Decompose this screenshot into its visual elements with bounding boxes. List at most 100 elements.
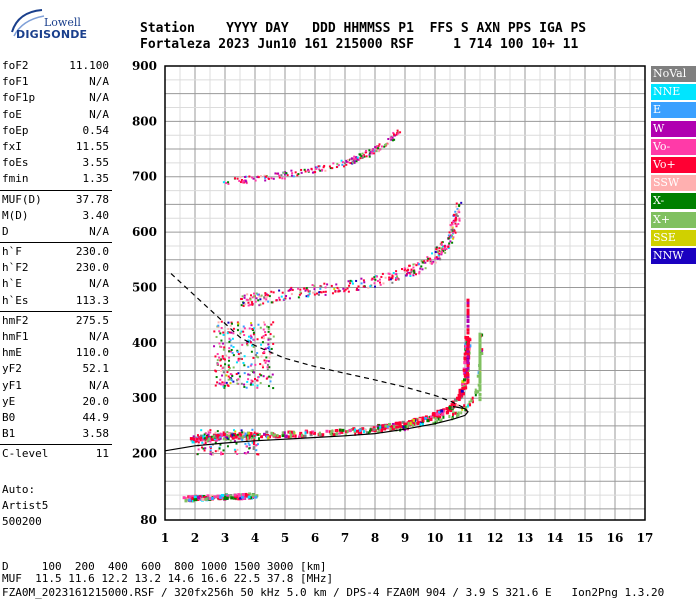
echo-sporadic-e <box>254 495 258 499</box>
echo-spread-f <box>239 357 242 360</box>
echo-third-hop <box>278 174 281 177</box>
echo-third-hop <box>390 138 393 141</box>
echo-spread-f <box>258 373 261 376</box>
echo-second-hop <box>330 284 333 287</box>
echo-extraordinary <box>436 419 439 423</box>
echo-ordinary <box>457 398 461 402</box>
echo-ordinary <box>284 435 288 439</box>
parameter-label: fxI <box>2 139 22 153</box>
echo-spread-f <box>237 357 240 360</box>
echo-sporadic-e <box>239 496 243 500</box>
echo-spread-f <box>220 339 223 342</box>
echo-third-hop <box>282 171 285 174</box>
muf-row: MUF 11.5 11.6 12.2 13.2 14.6 16.6 22.5 3… <box>2 572 334 585</box>
parameter-row: foE N/A <box>0 107 112 123</box>
echo-ordinary <box>340 430 344 434</box>
echo-second-hop <box>252 292 255 295</box>
echo-second-hop <box>455 202 458 205</box>
echo-second-hop <box>455 217 458 220</box>
logo-swoosh-icon <box>11 9 45 37</box>
echo-spread-f <box>250 382 253 385</box>
echo-spread-f <box>217 321 220 324</box>
x-tick-label: 11 <box>457 531 474 545</box>
echo-second-hop <box>370 284 373 287</box>
echo-low-clutter <box>240 429 243 432</box>
x-tick-label: 16 <box>607 531 624 545</box>
echo-second-hop <box>265 298 268 301</box>
echo-second-hop <box>395 270 398 273</box>
echo-spread-f <box>240 358 243 361</box>
echo-spread-f <box>252 327 255 330</box>
echo-spread-f <box>256 338 259 341</box>
echo-spread-f <box>219 345 222 348</box>
echo-low-clutter <box>227 432 230 435</box>
echo-extraordinary <box>253 436 256 440</box>
echo-third-hop <box>291 172 294 175</box>
echo-ordinary <box>352 427 356 431</box>
echo-spread-f <box>268 366 271 369</box>
echo-second-hop <box>420 265 423 268</box>
echo-second-hop <box>449 224 452 227</box>
echo-fxi-strip <box>478 345 482 349</box>
x-tick-label: 1 <box>161 531 169 545</box>
echo-second-hop <box>412 269 415 272</box>
echo-low-clutter <box>257 453 260 456</box>
echo-spread-f <box>222 331 225 334</box>
echo-third-hop <box>234 177 237 180</box>
echo-second-hop <box>348 284 351 287</box>
echo-spread-f <box>249 383 252 386</box>
echo-second-hop <box>401 268 404 271</box>
echo-third-hop <box>245 182 248 185</box>
y-tick-label: 700 <box>132 170 157 184</box>
echo-third-hop <box>392 131 395 134</box>
echo-second-hop <box>351 282 354 285</box>
echo-spread-f <box>247 340 250 343</box>
echo-spread-f <box>267 330 270 333</box>
echo-third-hop <box>222 181 225 184</box>
echo-low-clutter <box>205 436 208 439</box>
parameter-label: hmE <box>2 346 22 360</box>
echo-ordinary <box>249 432 253 436</box>
echo-ordinary <box>309 433 313 437</box>
echo-spread-f <box>222 371 225 374</box>
echo-second-hop <box>357 288 360 291</box>
echo-spread-f <box>236 329 239 332</box>
echo-third-hop <box>356 158 359 161</box>
echo-second-hop <box>267 300 270 303</box>
echo-ordinary <box>355 429 359 433</box>
echo-ordinary <box>361 427 365 431</box>
parameter-label: C-level <box>2 447 49 461</box>
echo-spread-f <box>252 333 255 336</box>
echo-second-hop <box>312 291 315 294</box>
echo-spread-f <box>216 381 219 384</box>
echo-third-hop <box>324 169 327 172</box>
echo-spread-f <box>248 373 251 376</box>
echo-low-clutter <box>252 446 255 449</box>
echo-third-hop <box>329 167 332 170</box>
echo-second-hop <box>241 295 244 298</box>
echo-third-hop <box>274 172 277 175</box>
echo-low-clutter <box>214 436 217 439</box>
echo-spread-f <box>266 325 269 328</box>
parameter-label: yF1 <box>2 378 22 392</box>
echo-sporadic-e <box>226 494 230 498</box>
echo-spread-f <box>232 327 235 330</box>
echo-fof2-strip <box>466 331 470 335</box>
echo-second-hop <box>256 293 259 296</box>
echo-third-hop <box>341 161 344 164</box>
echo-second-hop <box>441 245 444 248</box>
echo-extraordinary <box>288 431 291 435</box>
echo-extraordinary <box>267 436 270 440</box>
echo-second-hop <box>379 283 382 286</box>
echo-third-hop <box>337 164 340 167</box>
echo-extraordinary <box>452 412 455 416</box>
echo-extraordinary <box>460 411 463 415</box>
echo-ordinary <box>193 439 197 443</box>
echo-third-hop <box>328 165 331 168</box>
echo-spread-f <box>220 320 223 323</box>
echo-spread-f <box>229 382 232 385</box>
echo-spread-f <box>230 373 233 376</box>
echo-second-hop <box>243 296 246 299</box>
echo-extraordinary <box>477 390 480 394</box>
echo-second-hop <box>360 277 363 280</box>
